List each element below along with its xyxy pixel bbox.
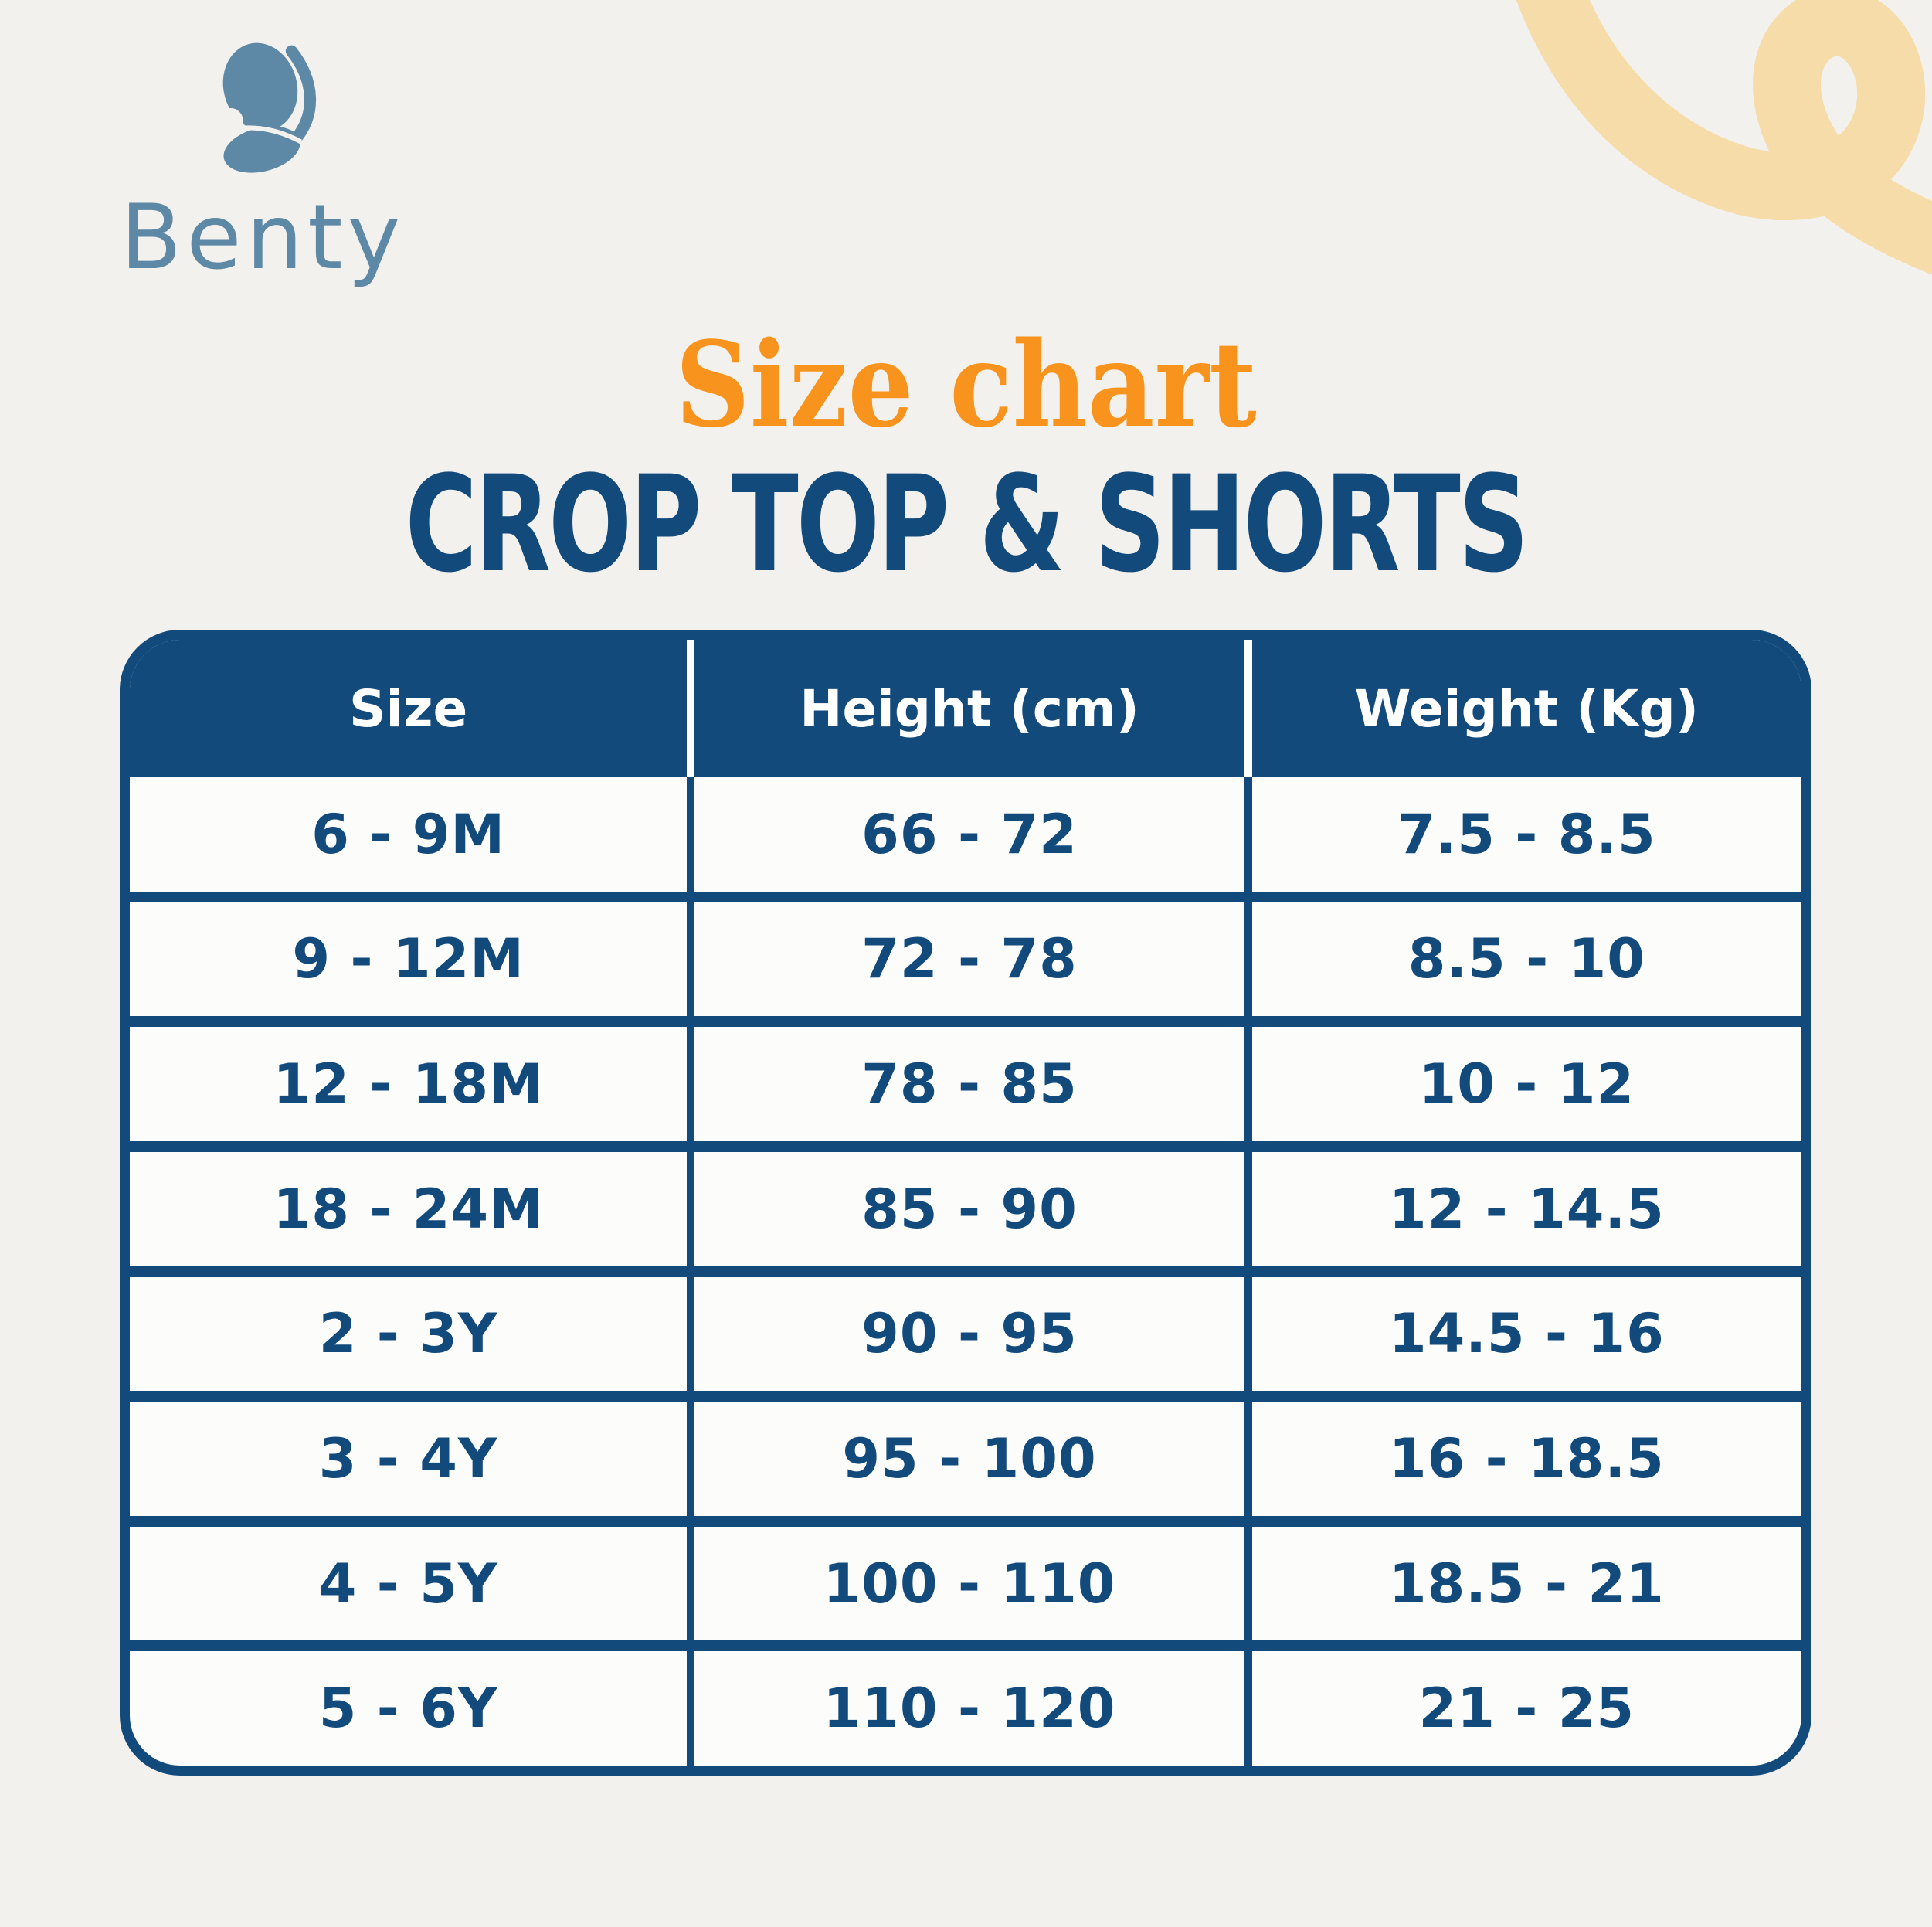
height-cell: 66 - 72 bbox=[687, 777, 1244, 892]
column-header-weight: Weight (Kg) bbox=[1244, 640, 1801, 777]
table-row: 5 - 6Y 110 - 120 21 - 25 bbox=[130, 1640, 1801, 1766]
weight-cell: 10 - 12 bbox=[1244, 1027, 1801, 1141]
table-row: 18 - 24M 85 - 90 12 - 14.5 bbox=[130, 1140, 1801, 1266]
size-table: Size Height (cm) Weight (Kg) 6 - 9M 66 -… bbox=[120, 630, 1811, 1776]
table-row: 4 - 5Y 100 - 110 18.5 - 21 bbox=[130, 1515, 1801, 1641]
weight-cell: 14.5 - 16 bbox=[1244, 1276, 1801, 1392]
height-cell: 90 - 95 bbox=[687, 1276, 1244, 1392]
brand-block: Benty bbox=[108, 40, 417, 290]
table-row: 6 - 9M 66 - 72 7.5 - 8.5 bbox=[130, 777, 1801, 892]
height-cell: 110 - 120 bbox=[687, 1651, 1244, 1766]
page-title: CROP TOP & SHORTS bbox=[405, 447, 1530, 602]
table-row: 3 - 4Y 95 - 100 16 - 18.5 bbox=[130, 1391, 1801, 1516]
table-row: 12 - 18M 78 - 85 10 - 12 bbox=[130, 1016, 1801, 1141]
height-cell: 78 - 85 bbox=[687, 1027, 1244, 1141]
size-cell: 9 - 12M bbox=[292, 927, 525, 991]
brand-name: Benty bbox=[120, 185, 406, 290]
size-cell: 3 - 4Y bbox=[318, 1426, 498, 1490]
weight-cell: 7.5 - 8.5 bbox=[1244, 777, 1801, 892]
size-cell: 4 - 5Y bbox=[318, 1551, 498, 1616]
weight-cell: 16 - 18.5 bbox=[1244, 1402, 1801, 1516]
size-cell: 2 - 3Y bbox=[318, 1302, 498, 1366]
page-subtitle: Size chart bbox=[675, 315, 1257, 454]
column-header-height: Height (cm) bbox=[687, 640, 1244, 777]
size-cell: 5 - 6Y bbox=[318, 1677, 498, 1741]
table-row: 2 - 3Y 90 - 95 14.5 - 16 bbox=[130, 1266, 1801, 1392]
height-cell: 72 - 78 bbox=[687, 902, 1244, 1017]
size-cell: 6 - 9M bbox=[311, 802, 506, 866]
height-cell: 85 - 90 bbox=[687, 1151, 1244, 1266]
height-cell: 100 - 110 bbox=[687, 1526, 1244, 1641]
height-cell: 95 - 100 bbox=[687, 1402, 1244, 1516]
table-row: 9 - 12M 72 - 78 8.5 - 10 bbox=[130, 891, 1801, 1017]
table-header-row: Size Height (cm) Weight (Kg) bbox=[130, 640, 1801, 777]
weight-cell: 18.5 - 21 bbox=[1244, 1526, 1801, 1641]
benty-logo-icon bbox=[217, 42, 316, 173]
weight-cell: 21 - 25 bbox=[1244, 1651, 1801, 1766]
weight-cell: 12 - 14.5 bbox=[1244, 1151, 1801, 1266]
size-cell: 12 - 18M bbox=[273, 1052, 544, 1116]
column-header-size: Size bbox=[348, 678, 468, 739]
size-cell: 18 - 24M bbox=[273, 1177, 544, 1241]
weight-cell: 8.5 - 10 bbox=[1244, 902, 1801, 1017]
table-body: 6 - 9M 66 - 72 7.5 - 8.5 9 - 12M 72 - 78… bbox=[130, 777, 1801, 1766]
